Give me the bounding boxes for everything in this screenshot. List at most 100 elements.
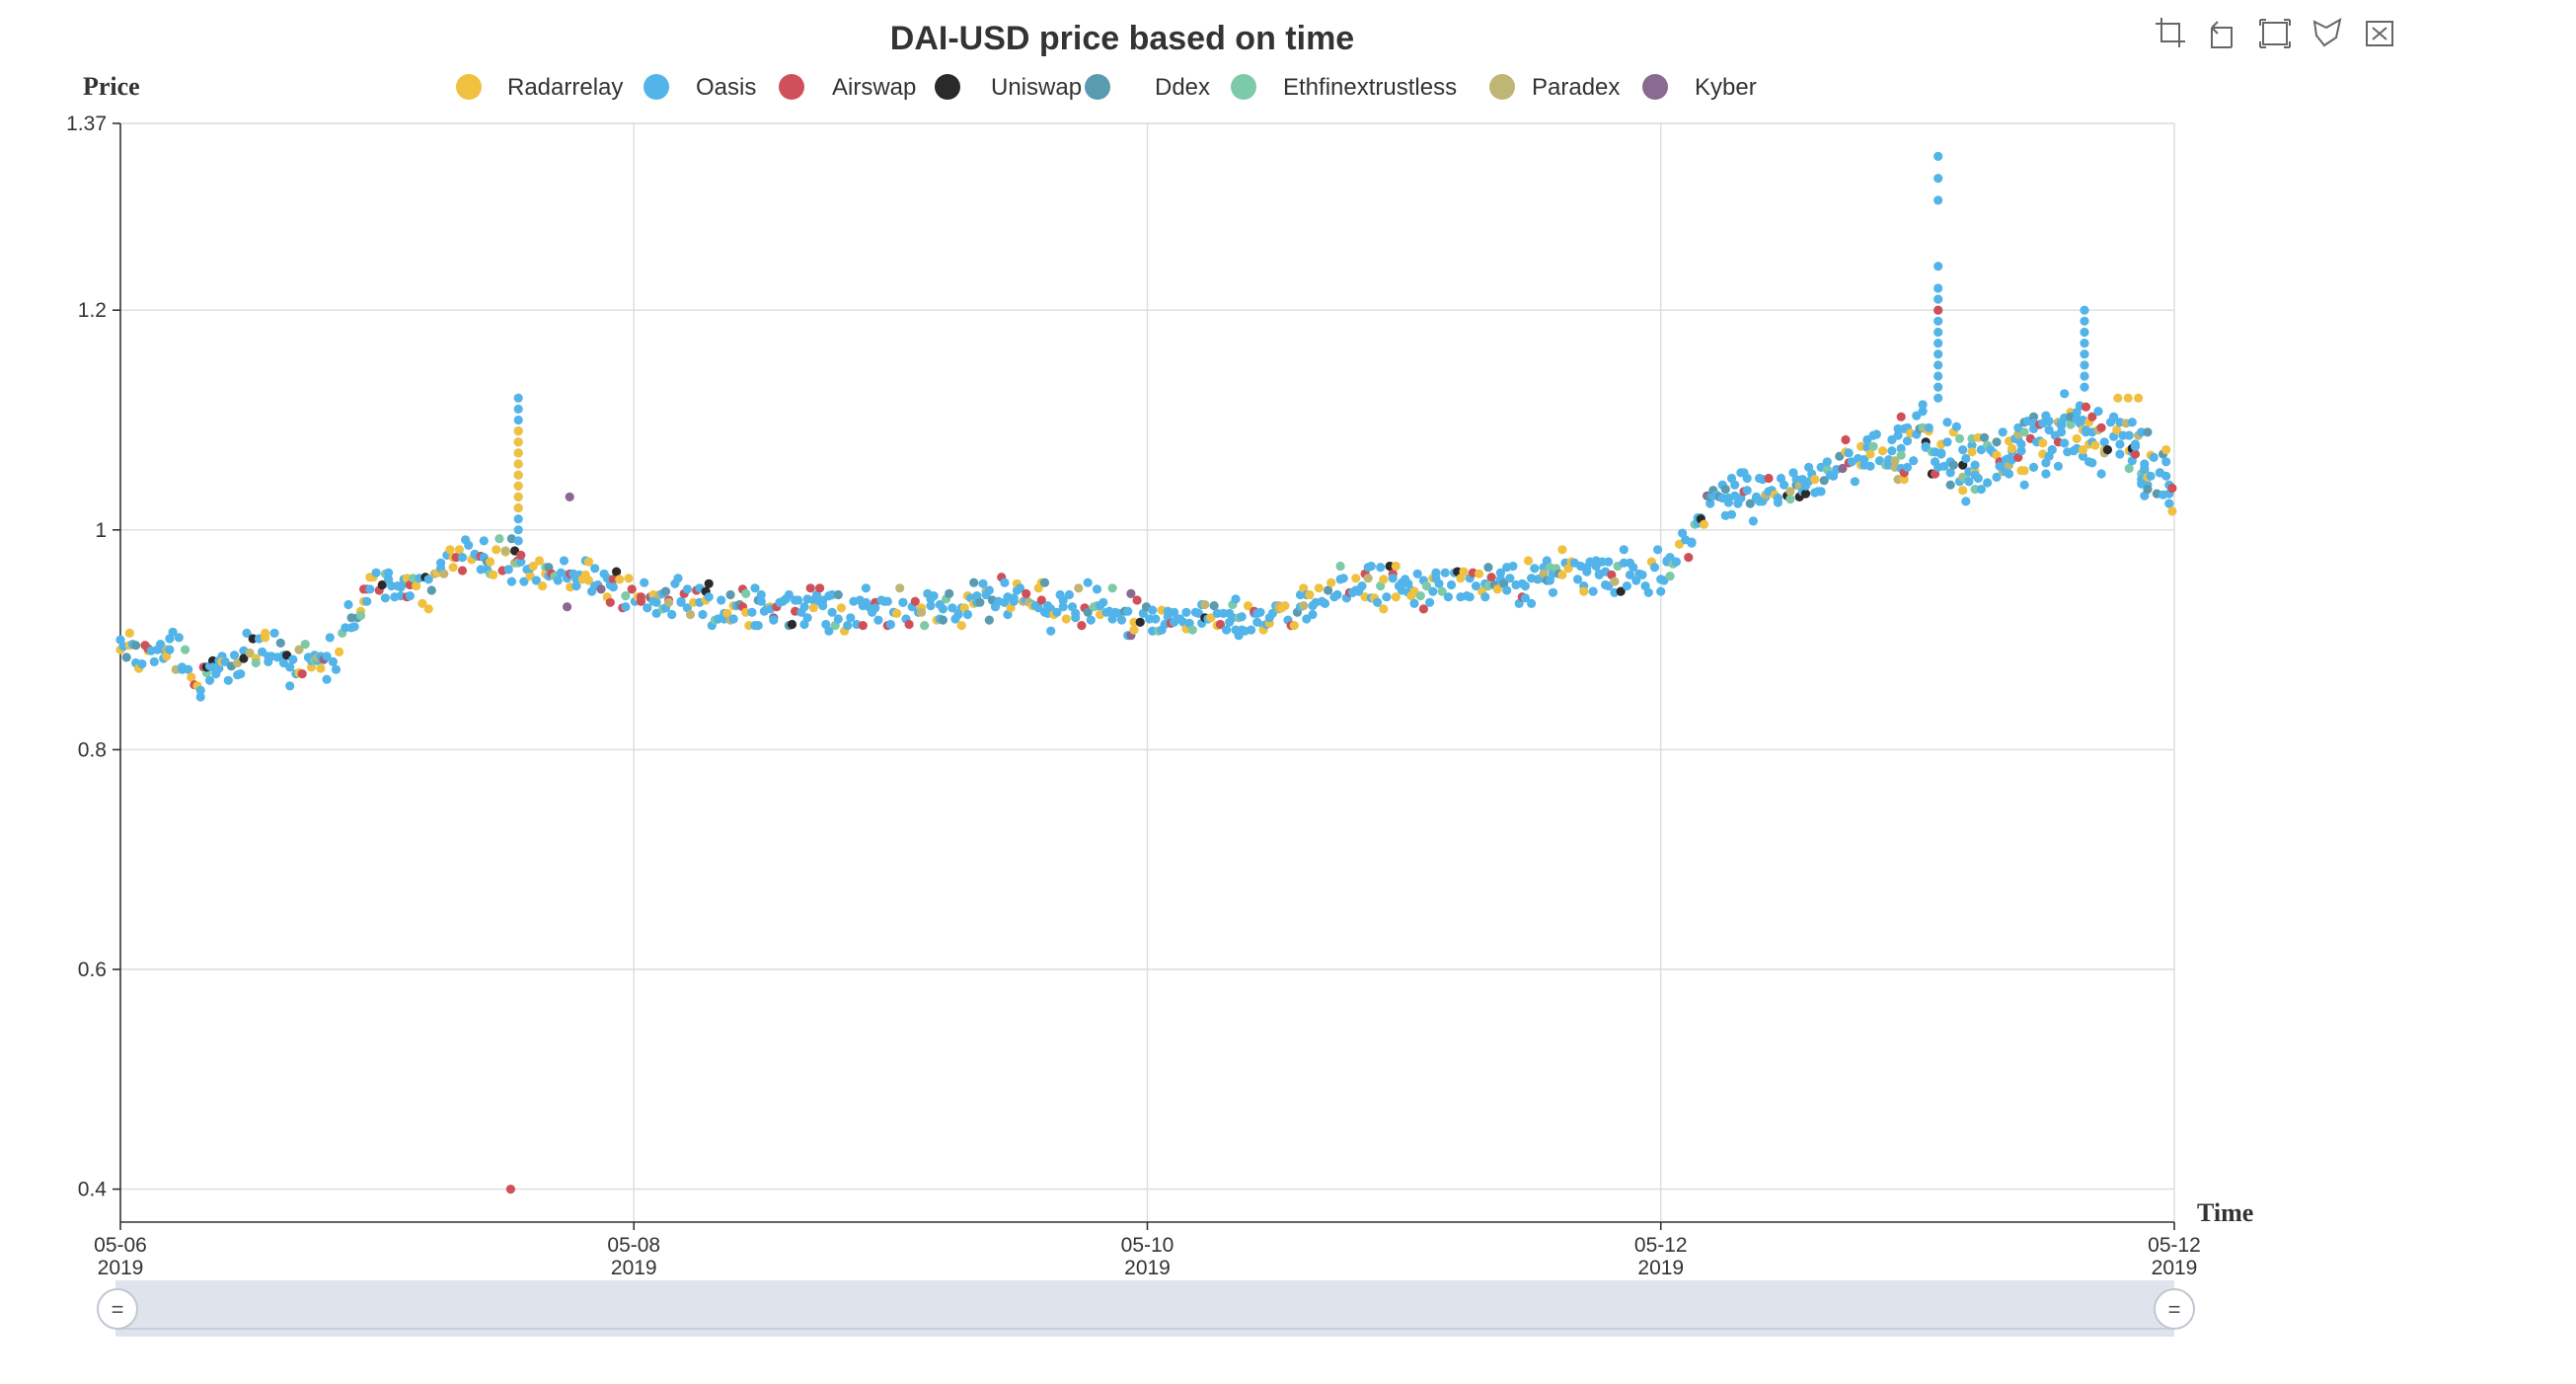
point-radarrelay	[1810, 475, 1820, 485]
point-ethfinextrustless	[494, 534, 504, 544]
point-ethfinextrustless	[2124, 463, 2134, 474]
zoom-icon[interactable]	[2156, 18, 2185, 47]
point-radarrelay	[1699, 519, 1709, 529]
legend-item-airswap[interactable]: Airswap	[779, 74, 916, 101]
legend-item-radarrelay[interactable]: Radarrelay	[456, 74, 623, 101]
legend-item-kyber[interactable]: Kyber	[1642, 74, 1757, 101]
point-radarrelay	[808, 603, 818, 613]
point-airswap	[1215, 619, 1225, 630]
legend-item-oasis[interactable]: Oasis	[644, 74, 756, 101]
legend-label: Uniswap	[991, 74, 1082, 101]
legend-item-paradex[interactable]: Paradex	[1489, 74, 1620, 101]
legend-item-ethfinextrustless[interactable]: Ethfinextrustless	[1231, 74, 1457, 101]
point-oasis	[1933, 174, 1943, 184]
point-radarrelay	[1523, 556, 1534, 566]
legend-item-ddex[interactable]: Ddex	[1085, 74, 1210, 101]
point-radarrelay	[1326, 577, 1336, 587]
point-oasis	[2080, 371, 2089, 381]
point-oasis	[2087, 458, 2097, 468]
point-oasis	[1902, 436, 1913, 446]
point-radarrelay	[2090, 440, 2100, 450]
point-oasis	[195, 685, 205, 695]
point-oasis	[1730, 480, 1740, 490]
point-paradex	[917, 607, 927, 617]
point-ddex	[1979, 432, 1990, 442]
point-oasis	[1357, 581, 1367, 591]
legend: Radarrelay Oasis Airswap Uniswap Ddex Ethfine…	[456, 74, 1757, 101]
point-oasis	[1572, 575, 1583, 584]
point-oasis	[590, 564, 600, 574]
point-oasis	[1933, 349, 1943, 359]
point-airswap	[1077, 621, 1087, 631]
point-oasis	[2099, 437, 2109, 447]
point-oasis	[794, 595, 803, 605]
point-oasis	[1649, 563, 1660, 573]
point-oasis	[1308, 609, 1318, 620]
point-oasis	[1222, 625, 1232, 635]
point-airswap	[608, 575, 619, 584]
point-oasis	[698, 609, 708, 620]
point-oasis	[640, 577, 649, 587]
point-oasis	[2146, 471, 2156, 481]
point-oasis	[362, 596, 372, 606]
point-oasis	[559, 556, 569, 566]
point-oasis	[1629, 563, 1638, 573]
point-airswap	[1684, 553, 1694, 563]
point-oasis	[288, 654, 298, 664]
point-oasis	[1742, 473, 1752, 484]
point-oasis	[1332, 589, 1342, 600]
point-radarrelay	[583, 557, 594, 567]
point-oasis	[371, 568, 381, 577]
clear-select-icon[interactable]	[2366, 21, 2393, 46]
point-oasis	[1942, 418, 1952, 427]
point-oasis	[1431, 568, 1441, 577]
point-uniswap	[1135, 617, 1145, 627]
point-radarrelay	[1492, 584, 1502, 594]
polygon-select-icon[interactable]	[2312, 18, 2342, 47]
point-ethfinextrustless	[1785, 495, 1795, 504]
zoom-reset-icon[interactable]	[2211, 21, 2233, 48]
point-oasis	[1933, 262, 1943, 271]
point-oasis	[1933, 294, 1943, 304]
point-airswap	[1486, 573, 1496, 582]
point-ddex	[725, 589, 735, 600]
point-oasis	[1902, 462, 1913, 472]
point-oasis	[1083, 577, 1093, 587]
point-radarrelay	[1391, 592, 1401, 602]
point-oasis	[2080, 305, 2089, 315]
x-tick-label: 05-12	[1634, 1234, 1688, 1257]
point-airswap	[605, 597, 615, 607]
slider-start-handle[interactable]: =	[97, 1288, 138, 1330]
point-oasis	[2115, 449, 2125, 459]
point-oasis	[1918, 407, 1928, 417]
slider-end-handle[interactable]: =	[2154, 1288, 2195, 1330]
point-oasis	[2056, 427, 2067, 437]
point-oasis	[168, 627, 178, 637]
y-tick-label: 0.4	[78, 1179, 108, 1201]
point-oasis	[2060, 438, 2070, 448]
point-radarrelay	[513, 492, 523, 501]
point-ddex	[131, 641, 141, 651]
point-oasis	[1871, 429, 1881, 439]
point-oasis	[503, 565, 513, 575]
point-oasis	[2060, 389, 2070, 399]
rect-select-icon[interactable]	[2259, 19, 2291, 48]
point-oasis	[325, 633, 335, 643]
point-airswap	[1418, 604, 1428, 614]
y-tick-label: 0.8	[78, 738, 107, 761]
slider-track[interactable]	[115, 1280, 2174, 1337]
legend-item-uniswap[interactable]: Uniswap	[935, 74, 1082, 101]
data-zoom-slider[interactable]: = =	[97, 1280, 2195, 1337]
point-radarrelay	[489, 570, 498, 580]
point-oasis	[802, 613, 812, 623]
point-uniswap	[239, 654, 249, 663]
point-oasis	[1502, 585, 1512, 595]
point-ethfinextrustless	[1437, 586, 1447, 596]
point-oasis	[1967, 440, 1977, 450]
point-radarrelay	[1475, 569, 1484, 578]
point-radarrelay	[1351, 574, 1361, 583]
point-radarrelay	[2134, 393, 2144, 403]
point-oasis	[1480, 592, 1490, 602]
x-tick-year: 2019	[1637, 1257, 1684, 1279]
